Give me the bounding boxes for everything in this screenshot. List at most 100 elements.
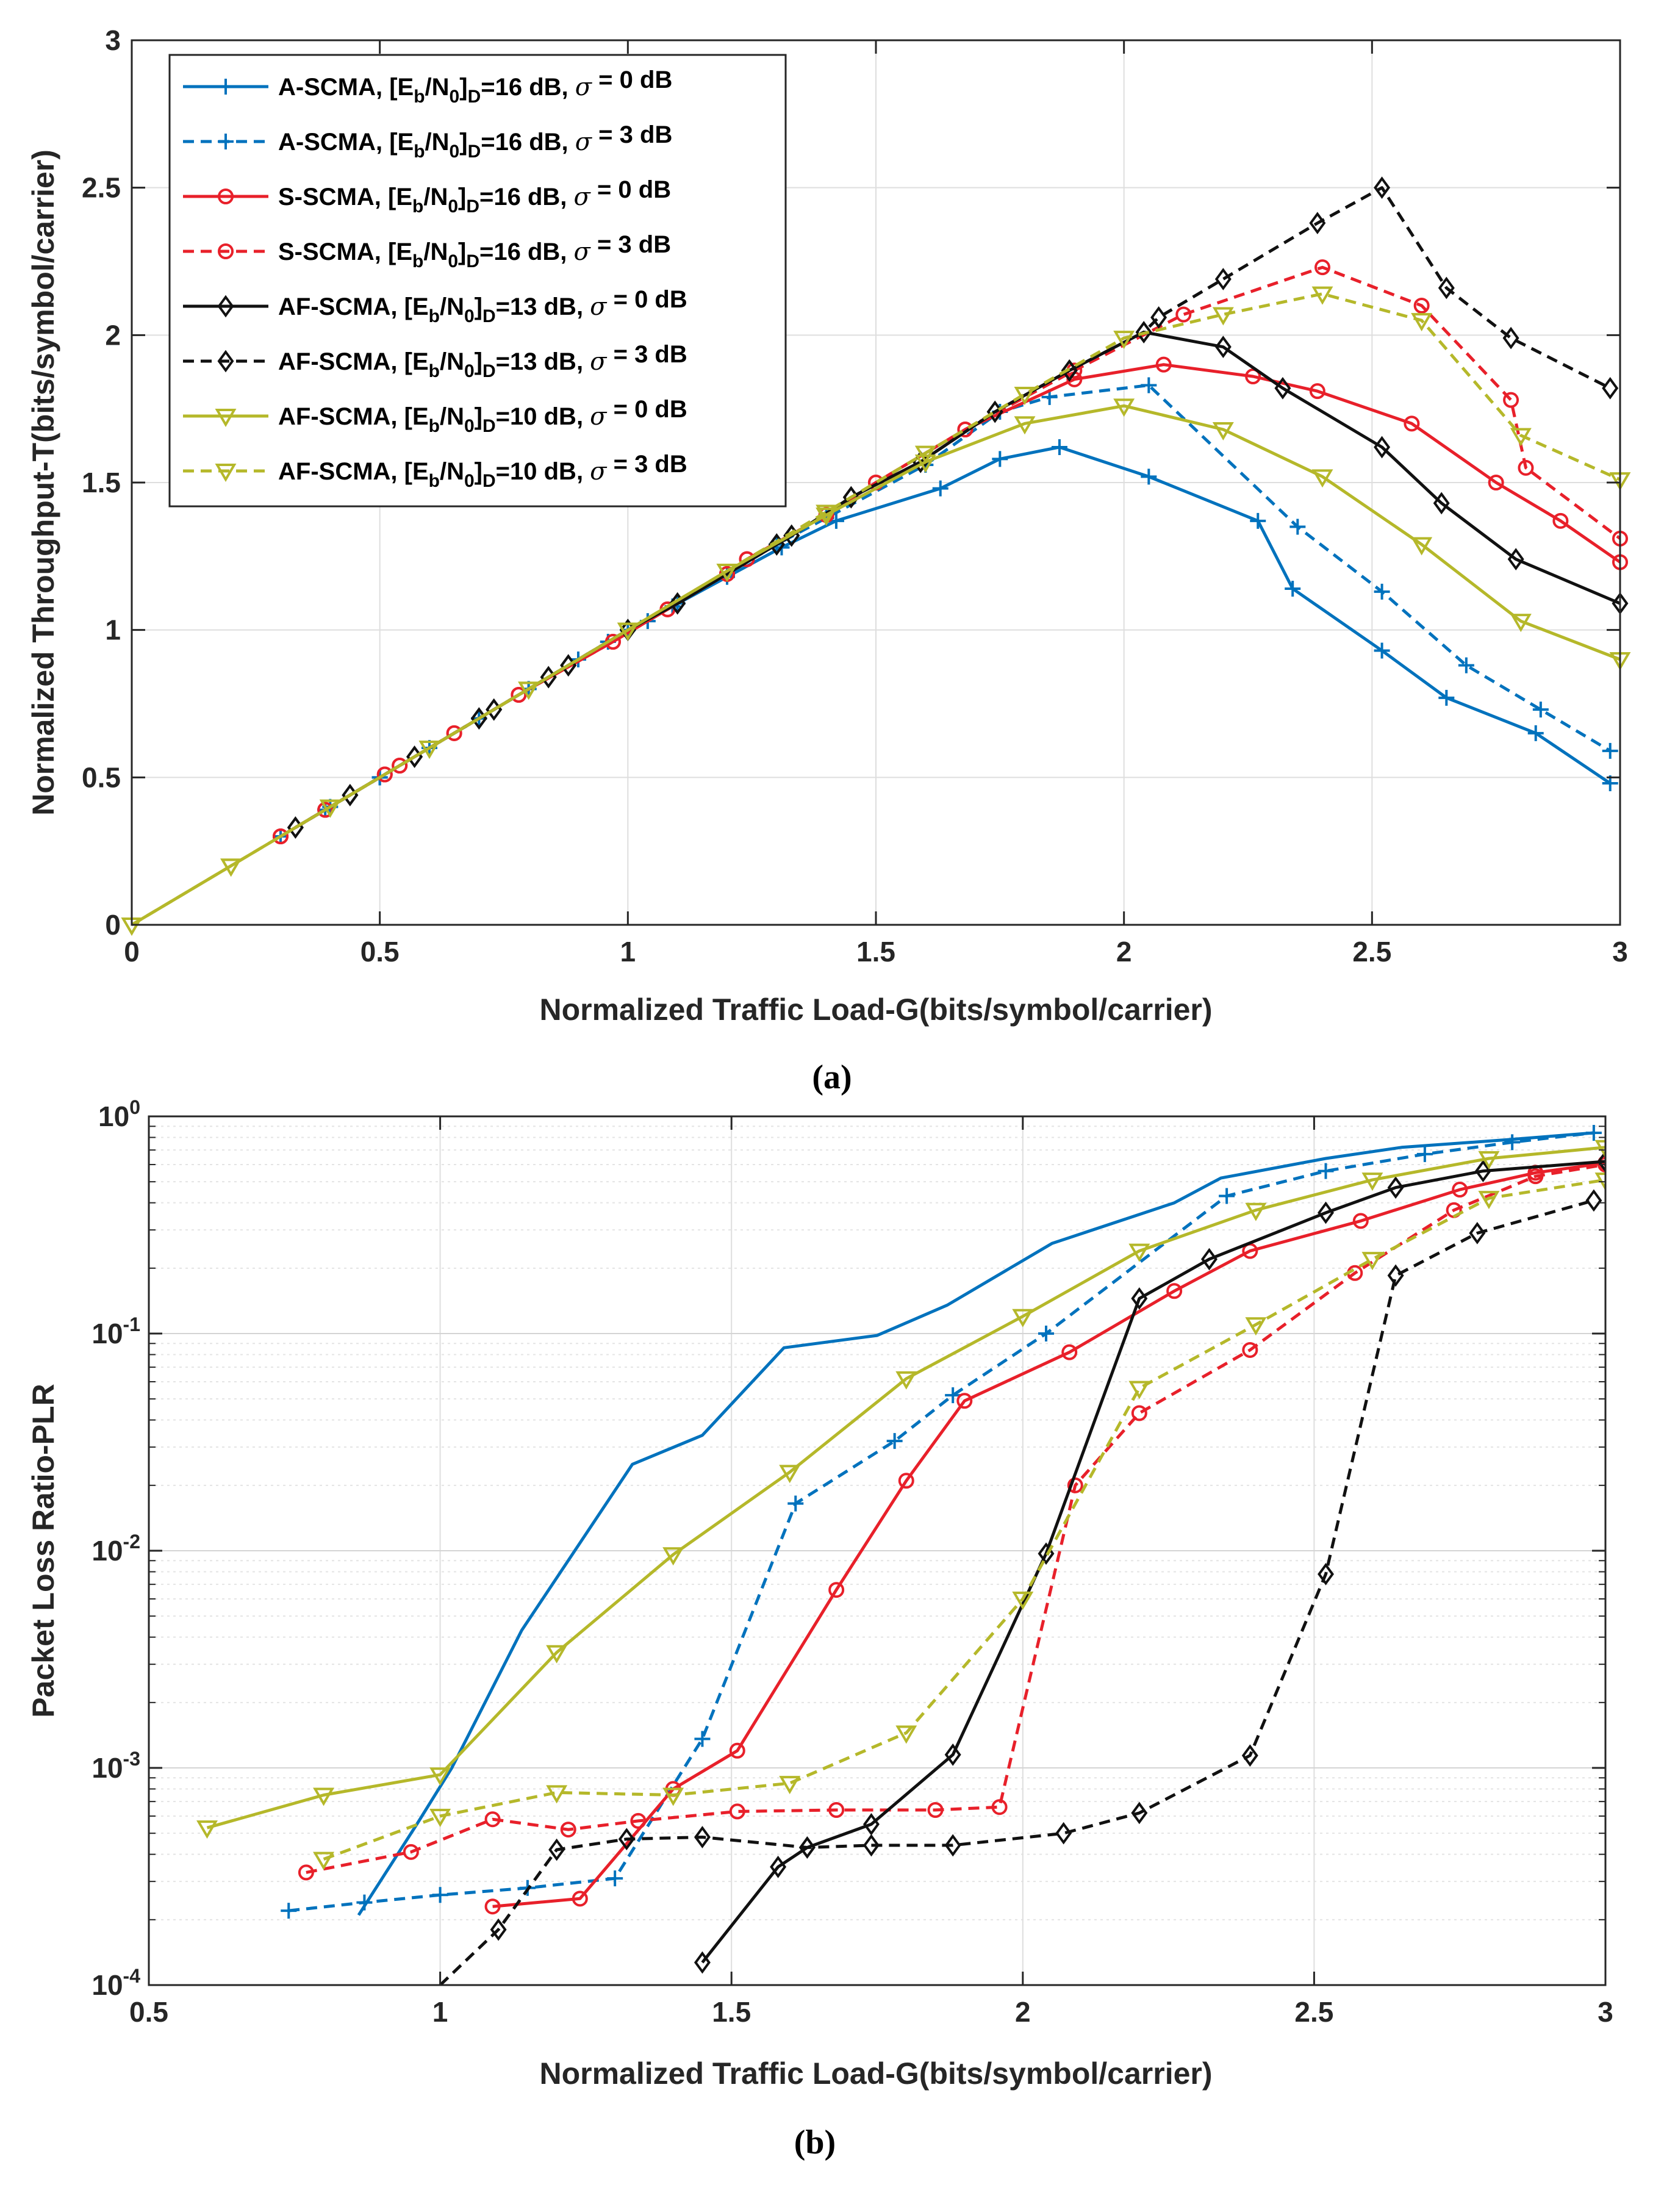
y-tick-label: 10-3 [91,1748,140,1784]
data-point [1387,1176,1404,1199]
data-point [1131,1405,1147,1421]
data-point [662,1547,684,1566]
data-point [932,480,949,497]
data-point [1416,1146,1433,1162]
data-point [1067,1477,1083,1493]
data-point [914,454,936,473]
data-point [1438,689,1455,706]
y-tick-label: 2 [105,319,121,351]
data-point [1411,537,1433,556]
data-point [1314,259,1330,276]
ticks-b: 0.5 1 1.5 2 2.5 3 10-4 10-3 10-2 10-1 100 [91,1096,1613,2028]
data-point [1411,313,1433,332]
y-tick-label: 2.5 [82,172,121,204]
data-point [572,1891,588,1907]
data-point [1387,1264,1404,1287]
legend-label: AF-SCMA, [Eb/N0]D=13 dB, σ = 0 dB [278,286,687,326]
data-point [862,1813,880,1836]
data-point [1113,331,1135,350]
data-point [1503,392,1519,408]
legend-marker [218,243,234,259]
series-line [288,1131,1594,1912]
data-point [1051,439,1067,455]
data-point [779,1776,801,1795]
series-group-a [121,176,1631,936]
data-point [1038,1326,1055,1341]
data-point [319,799,341,818]
data-point [1594,1172,1605,1191]
data-point [828,1582,845,1598]
data-point [945,1387,961,1404]
data-point [446,725,462,741]
data-point [548,1838,565,1861]
data-point [1212,422,1234,440]
data-point [1311,469,1333,488]
legend-entry: AF-SCMA, [Eb/N0]D=13 dB, σ = 3 dB [183,341,687,381]
data-point [607,1870,623,1887]
series-b-7 [196,1140,1605,1839]
data-point [1510,614,1532,633]
data-point [1242,1341,1258,1358]
y-tick-label: 10-2 [91,1531,140,1567]
data-point [1200,1248,1218,1271]
legend-label: S-SCMA, [Eb/N0]D=16 dB, σ = 3 dB [278,231,671,271]
data-point [914,445,936,464]
data-point [992,451,1008,467]
panel-label-a: (a) [812,1058,852,1096]
data-point [1274,376,1291,400]
data-point [429,1767,451,1786]
data-point [1469,1222,1486,1244]
data-point [1361,1172,1383,1191]
data-point [729,1742,745,1759]
legend-marker [215,409,237,427]
x-tick-label: 3 [1612,936,1628,968]
data-point [273,828,289,844]
ticks-a: 0 0.5 1 1.5 2 2.5 3 0 0.5 1 1.5 2 2.5 3 [82,24,1628,968]
legend-label: AF-SCMA, [Eb/N0]D=13 dB, σ = 3 dB [278,341,687,381]
legend: A-SCMA, [Eb/N0]D=16 dB, σ = 0 dB A-SCMA, … [168,54,787,508]
series-b-6 [439,1189,1602,1985]
data-point [694,1731,711,1747]
data-point [1131,1287,1148,1310]
x-tick-label: 1.5 [856,936,895,968]
series-b-1 [357,1131,1594,1916]
legend-entry: A-SCMA, [Eb/N0]D=16 dB, σ = 0 dB [183,66,672,107]
data-point [1141,469,1157,485]
data-point [956,1393,973,1409]
series-line [492,1161,1605,1908]
data-point [1602,376,1619,400]
y-tick-label: 100 [98,1096,140,1132]
data-point [1055,1822,1072,1845]
data-point [392,758,408,774]
data-point [898,1473,914,1489]
data-point [1527,1168,1544,1185]
data-point [1289,519,1306,535]
data-point [317,802,334,818]
data-point [662,1787,684,1806]
legend-box [168,54,787,508]
y-tick-label: 3 [105,24,121,56]
data-point [1510,428,1532,447]
data-point [1585,1189,1602,1212]
data-point [1311,286,1333,305]
data-point [1507,548,1524,571]
data-point [1404,415,1420,432]
x-tick-label: 2 [1015,1996,1031,2028]
data-point [1413,298,1430,314]
data-point [1012,1309,1034,1327]
data-point [1309,212,1326,235]
legend-label: AF-SCMA, [Eb/N0]D=10 dB, σ = 0 dB [278,396,687,436]
x-tick-label: 0.5 [360,936,400,968]
data-point [484,1811,501,1828]
x-tick-label: 2.5 [1352,936,1391,968]
data-point [694,1951,711,1974]
series-line [439,1199,1594,1985]
data-point [630,1812,647,1829]
data-point [957,422,974,437]
y-tick-label: 10-4 [91,1965,140,2001]
legend-entry: AF-SCMA, [Eb/N0]D=13 dB, σ = 0 dB [183,286,687,326]
data-point [560,1822,576,1838]
x-tick-label: 0 [124,936,140,968]
legend-entry: AF-SCMA, [Eb/N0]D=10 dB, σ = 3 dB [183,451,687,491]
series-line [206,1146,1605,1830]
